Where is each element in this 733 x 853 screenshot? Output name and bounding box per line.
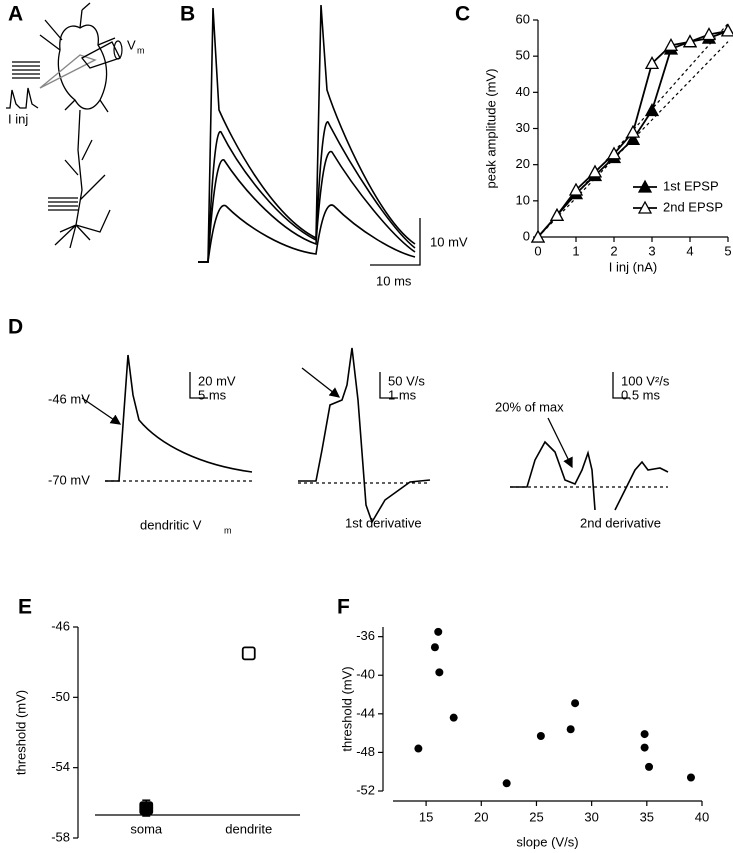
neuron-sketch	[6, 2, 123, 249]
legend-marker	[637, 179, 653, 193]
x-axis-title: I inj (nA)	[609, 259, 657, 274]
voltage-traces	[198, 4, 421, 266]
x-tick-label: 15	[419, 809, 433, 824]
scale-label: 50 V/s	[388, 373, 425, 388]
y-axis-title: threshold (mV)	[339, 666, 354, 751]
y-tick-label: -40	[356, 667, 375, 682]
marker	[606, 146, 622, 160]
marker	[644, 103, 660, 117]
x-tick-label: 40	[695, 809, 709, 824]
y-tick-label: 20	[516, 156, 530, 171]
x-tick-label: 35	[640, 809, 654, 824]
trace-caption: 1st derivative	[345, 515, 422, 530]
point	[536, 732, 545, 741]
marker	[530, 229, 546, 243]
panel-label: B	[180, 3, 195, 26]
point	[640, 743, 649, 752]
panel-label: A	[8, 3, 23, 26]
x-tick-label: 25	[529, 809, 543, 824]
point	[449, 713, 458, 722]
y-tick-label: -48	[356, 744, 375, 759]
point	[645, 762, 654, 771]
baseline-label: -70 mV	[48, 472, 90, 487]
marker	[139, 801, 154, 816]
y-tick-label: -36	[356, 628, 375, 643]
scale-label: 100 V²/s	[621, 373, 670, 388]
y-tick-label: 0	[523, 228, 530, 243]
point	[566, 725, 575, 734]
trace-caption-sub: m	[224, 525, 232, 535]
marker	[568, 182, 584, 196]
x-tick-label: 30	[584, 809, 598, 824]
point	[640, 730, 649, 739]
x-tick-label: 4	[686, 243, 693, 258]
legend-marker	[637, 200, 653, 214]
marker	[625, 124, 641, 138]
y-tick-label: 40	[516, 84, 530, 99]
scale-label: 20 mV	[198, 373, 236, 388]
y-tick-label: 10	[516, 192, 530, 207]
legend-label: 1st EPSP	[663, 178, 719, 193]
scale-label: 5 ms	[198, 387, 227, 402]
trace-caption: dendritic V	[140, 517, 202, 532]
x-tick-label: 0	[534, 243, 541, 258]
legend-label: 2nd EPSP	[663, 199, 723, 214]
annotation: 20% of max	[495, 399, 564, 414]
scale-label: 10 ms	[376, 273, 412, 288]
scale-label: 1 ms	[388, 387, 417, 402]
x-tick-label: dendrite	[225, 821, 272, 836]
marker	[701, 27, 717, 41]
panel-label: E	[18, 596, 32, 619]
derivative-traces	[81, 347, 669, 524]
marker	[644, 56, 660, 70]
point	[502, 779, 511, 788]
stim-label: I inj	[8, 111, 28, 126]
panel-label: F	[337, 596, 350, 619]
marker	[682, 34, 698, 48]
point	[686, 773, 695, 782]
x-tick-label: 2	[610, 243, 617, 258]
electrode-label-sub: m	[137, 45, 145, 55]
marker	[625, 131, 641, 146]
y-tick-label: -50	[51, 689, 70, 704]
panel-label: D	[8, 316, 23, 339]
x-tick-label: 5	[724, 243, 731, 258]
y-tick-label: -46	[51, 618, 70, 633]
point	[430, 643, 439, 652]
x-tick-label: 20	[474, 809, 488, 824]
trace-caption: 2nd derivative	[580, 515, 661, 530]
x-tick-label: soma	[130, 821, 163, 836]
point	[435, 668, 444, 677]
electrode-label: V	[127, 37, 136, 52]
y-tick-label: -54	[51, 759, 70, 774]
point	[434, 627, 443, 636]
point	[571, 699, 580, 708]
y-tick-label: -44	[356, 705, 375, 720]
scale-label: 10 mV	[430, 234, 468, 249]
marker	[720, 23, 733, 37]
y-axis-title: threshold (mV)	[13, 690, 28, 775]
marker	[241, 646, 256, 661]
y-tick-label: 50	[516, 48, 530, 63]
x-tick-label: 1	[572, 243, 579, 258]
point	[414, 744, 423, 753]
threshold-label: -46 mV	[48, 391, 90, 406]
x-axis-title: slope (V/s)	[516, 834, 578, 849]
x-tick-label: 3	[648, 243, 655, 258]
y-tick-label: 60	[516, 11, 530, 26]
panel-label: C	[455, 3, 470, 26]
marker	[663, 37, 679, 51]
marker	[549, 207, 565, 221]
y-tick-label: -58	[51, 829, 70, 844]
marker	[587, 164, 603, 178]
y-tick-label: -52	[356, 782, 375, 797]
y-axis-title: peak amplitude (mV)	[483, 69, 498, 189]
scale-label: 0.5 ms	[621, 387, 661, 402]
y-tick-label: 30	[516, 120, 530, 135]
